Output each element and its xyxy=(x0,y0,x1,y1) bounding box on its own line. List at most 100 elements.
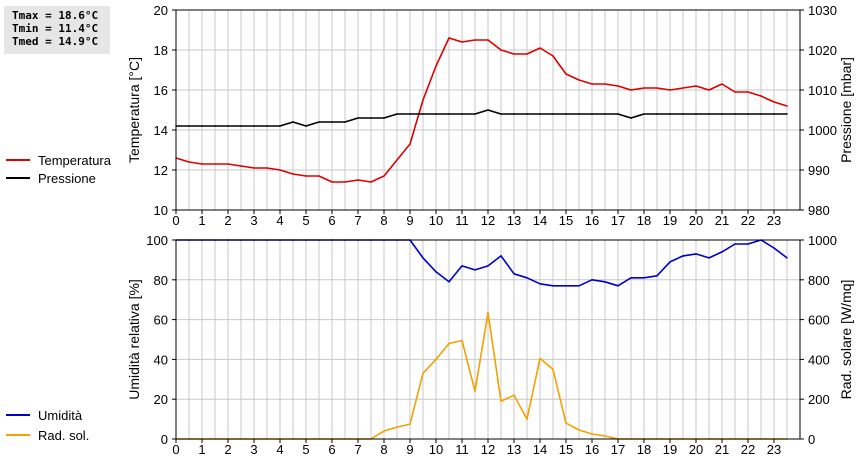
data-point xyxy=(422,257,424,259)
data-point xyxy=(383,430,385,432)
data-point xyxy=(331,121,333,123)
data-point xyxy=(396,113,398,115)
data-point xyxy=(643,277,645,279)
data-point xyxy=(292,121,294,123)
x-tick-label: 9 xyxy=(406,213,413,228)
y-right-tick-label: 980 xyxy=(808,203,830,218)
legend-label: Pressione xyxy=(38,171,96,186)
data-point xyxy=(656,87,658,89)
data-point xyxy=(643,113,645,115)
data-point xyxy=(656,275,658,277)
y-left-tick-label: 80 xyxy=(154,273,168,288)
data-point xyxy=(773,101,775,103)
y-left-tick-label: 12 xyxy=(154,163,168,178)
data-point xyxy=(552,284,554,287)
x-tick-label: 15 xyxy=(559,442,573,457)
y-right-tick-label: 0 xyxy=(808,432,815,447)
data-point xyxy=(474,390,476,393)
data-point xyxy=(695,253,697,255)
data-point xyxy=(721,251,723,253)
data-point xyxy=(786,257,788,259)
data-point xyxy=(383,117,385,119)
data-point xyxy=(461,113,463,115)
data-point xyxy=(630,277,632,279)
data-point xyxy=(682,113,684,115)
data-point xyxy=(552,368,554,371)
legend-label: Rad. sol. xyxy=(38,428,89,443)
data-point xyxy=(565,284,567,287)
data-point xyxy=(669,113,671,115)
y-left-tick-label: 18 xyxy=(154,43,168,58)
data-point xyxy=(448,37,450,39)
y-left-tick-label: 100 xyxy=(146,233,168,248)
data-point xyxy=(747,243,749,245)
x-tick-label: 19 xyxy=(663,213,677,228)
data-point xyxy=(591,279,593,281)
data-point xyxy=(201,125,203,127)
data-point xyxy=(448,342,450,345)
data-point xyxy=(721,83,723,85)
data-point xyxy=(279,125,281,127)
data-point xyxy=(513,113,515,115)
data-point xyxy=(565,113,567,115)
x-tick-label: 17 xyxy=(611,442,625,457)
x-tick-label: 23 xyxy=(767,442,781,457)
data-point xyxy=(565,73,567,75)
data-point xyxy=(422,372,424,375)
data-point xyxy=(318,121,320,123)
x-tick-label: 7 xyxy=(354,213,361,228)
data-point xyxy=(305,175,307,177)
data-point xyxy=(435,271,437,273)
data-point xyxy=(474,113,476,115)
data-point xyxy=(565,422,567,424)
y-right-tick-label: 600 xyxy=(808,313,830,328)
data-point xyxy=(786,105,788,107)
data-point xyxy=(682,255,684,257)
data-point xyxy=(448,280,450,283)
data-point xyxy=(513,394,515,397)
x-tick-label: 14 xyxy=(533,213,547,228)
data-point xyxy=(604,280,606,283)
data-point xyxy=(500,113,502,115)
data-point xyxy=(526,277,528,279)
data-point xyxy=(201,163,203,165)
data-point xyxy=(578,429,580,431)
data-point xyxy=(409,113,411,115)
data-point xyxy=(578,284,580,287)
y-right-tick-label: 1000 xyxy=(808,123,837,138)
data-point xyxy=(383,175,385,177)
x-tick-label: 15 xyxy=(559,213,573,228)
data-point xyxy=(188,125,190,127)
y-left-tick-label: 20 xyxy=(154,392,168,407)
legend-label: Umidità xyxy=(38,408,83,423)
data-point xyxy=(370,181,372,183)
y-left-tick-label: 20 xyxy=(154,3,168,18)
x-tick-label: 23 xyxy=(767,213,781,228)
data-point xyxy=(578,79,580,81)
data-point xyxy=(266,125,268,127)
x-tick-label: 21 xyxy=(715,213,729,228)
x-tick-label: 13 xyxy=(507,213,521,228)
data-point xyxy=(409,143,411,145)
x-tick-label: 8 xyxy=(380,213,387,228)
x-tick-label: 5 xyxy=(302,213,309,228)
data-point xyxy=(734,113,736,115)
y-right-tick-label: 1000 xyxy=(808,233,837,248)
y-left-tick-label: 10 xyxy=(154,203,168,218)
data-point xyxy=(526,113,528,115)
y-left-tick-label: 60 xyxy=(154,313,168,328)
data-point xyxy=(747,113,749,115)
data-point xyxy=(760,95,762,97)
data-point xyxy=(344,181,346,183)
data-point xyxy=(487,39,489,41)
data-point xyxy=(487,109,489,111)
data-point xyxy=(500,49,502,51)
data-point xyxy=(396,426,398,428)
series-line-temperatura xyxy=(175,37,788,183)
data-point xyxy=(500,255,502,257)
data-point xyxy=(253,167,255,169)
data-point xyxy=(214,125,216,127)
y-right-axis-title: Pressione [mbar] xyxy=(838,57,854,163)
x-tick-label: 9 xyxy=(406,442,413,457)
y-right-axis-title: Rad. solare [W/mq] xyxy=(838,280,854,400)
